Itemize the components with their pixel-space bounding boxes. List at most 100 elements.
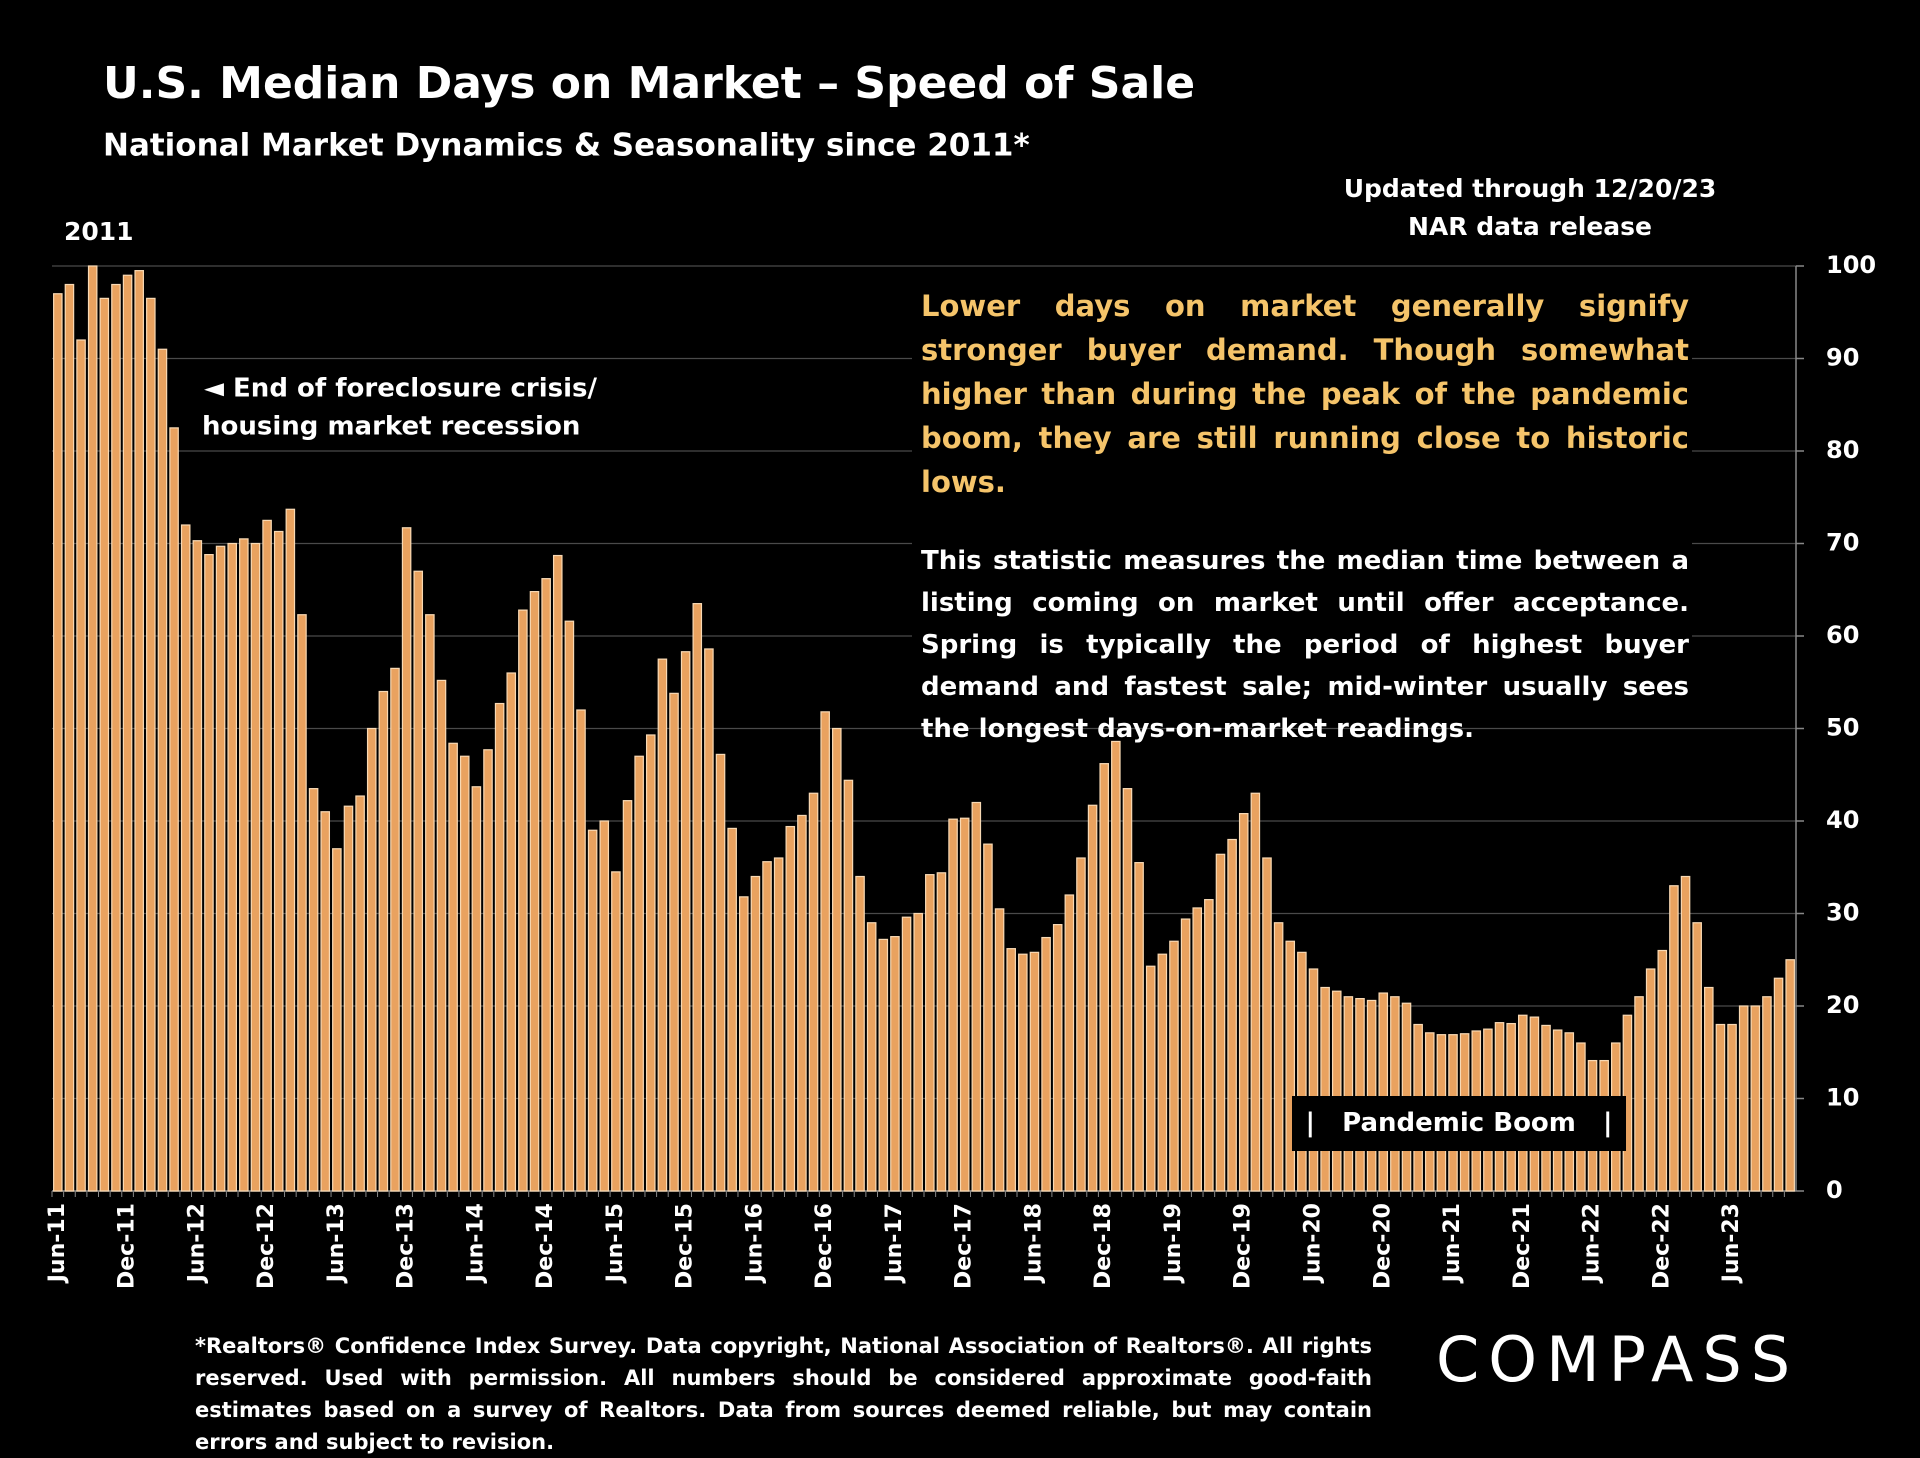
bar [1087,804,1098,1192]
bar [1052,923,1063,1192]
x-tick-label: Dec-12 [254,1203,279,1289]
bar [227,542,237,1192]
bar [959,817,970,1192]
bar [518,609,528,1192]
bar [1750,1005,1761,1192]
bar [1145,965,1156,1192]
bar [483,749,493,1192]
bar [1297,951,1307,1192]
bar [239,538,249,1192]
annotation: ◄ End of foreclosure crisis/ [204,374,598,404]
x-tick-label: Jun-18 [1021,1203,1046,1284]
logo: COMPASS [1436,1322,1846,1398]
bar [552,554,563,1192]
bar [541,578,551,1192]
updated-note: NAR data release [1408,212,1652,241]
bar [413,570,424,1192]
bar [704,648,714,1192]
updated-note: Updated through 12/20/23 [1344,174,1717,203]
bar [1099,763,1109,1192]
bar [645,734,656,1192]
bar [273,530,284,1192]
bar [785,825,796,1192]
bar [587,829,598,1192]
bar [332,848,342,1192]
bar [739,896,749,1192]
bar [1634,996,1644,1192]
bar [459,755,470,1192]
y-tick-label: 80 [1826,436,1859,464]
bar [890,936,900,1192]
bar [64,283,75,1192]
bar [390,667,400,1192]
x-tick-label: Jun-19 [1161,1203,1186,1284]
x-tick-label: Jun-22 [1580,1203,1605,1284]
bar [1157,953,1168,1192]
bar [297,614,307,1192]
x-tick-label: Jun-21 [1440,1203,1465,1284]
bar [134,270,144,1192]
bar [1366,999,1377,1192]
x-tick-label: Jun-14 [463,1203,488,1284]
chart-title: U.S. Median Days on Market – Speed of Sa… [103,58,1195,109]
y-tick-label: 100 [1826,251,1876,279]
bar [750,875,761,1192]
bar [1192,907,1203,1192]
bar [866,922,877,1192]
x-tick-label: Dec-17 [952,1203,977,1289]
x-tick-label: Jun-23 [1719,1203,1744,1284]
bar [680,651,691,1192]
bar [1064,894,1075,1192]
y-tick-label: 10 [1826,1084,1859,1112]
bar [366,727,377,1192]
bar [994,908,1005,1192]
x-tick-label: Jun-20 [1300,1203,1325,1284]
x-tick-label: Dec-22 [1649,1203,1674,1289]
bar [983,843,993,1192]
bar [1180,918,1191,1192]
bar [1122,788,1133,1192]
bar [308,788,319,1192]
y-tick-label: 50 [1826,714,1859,742]
bar [471,786,482,1192]
x-tick-label: Dec-19 [1231,1203,1256,1289]
start-year: 2011 [64,217,134,246]
x-tick-label: Jun-11 [45,1203,70,1284]
bar [611,871,621,1192]
bar [936,872,947,1192]
y-tick-label: 90 [1826,344,1859,372]
bar [122,274,133,1192]
bar [448,742,458,1192]
bar [1250,792,1261,1192]
bar [1669,885,1679,1192]
bar [1390,996,1400,1192]
bar [971,801,982,1192]
y-tick-label: 70 [1826,529,1859,557]
bar [925,874,935,1192]
bar [1111,740,1121,1192]
bar [1041,936,1051,1192]
bar [1727,1023,1737,1192]
y-tick-label: 20 [1826,991,1859,1019]
bar [180,524,191,1192]
bar [622,800,633,1192]
x-tick-label: Jun-12 [184,1203,209,1284]
bar [1285,940,1296,1192]
bar [634,755,644,1192]
x-tick-label: Dec-11 [115,1203,140,1289]
bar [773,857,784,1192]
bar [1320,986,1330,1192]
bar [1076,857,1086,1192]
y-tick-label: 30 [1826,899,1859,927]
bar [762,861,772,1192]
bar [1134,862,1144,1192]
bar [1169,940,1179,1192]
bar [564,620,575,1192]
bar [157,348,168,1192]
bar [378,690,389,1192]
bar [1657,949,1668,1192]
bar [1273,922,1284,1192]
bar [1378,992,1389,1192]
bar [494,702,505,1192]
bar [1738,1005,1749,1192]
